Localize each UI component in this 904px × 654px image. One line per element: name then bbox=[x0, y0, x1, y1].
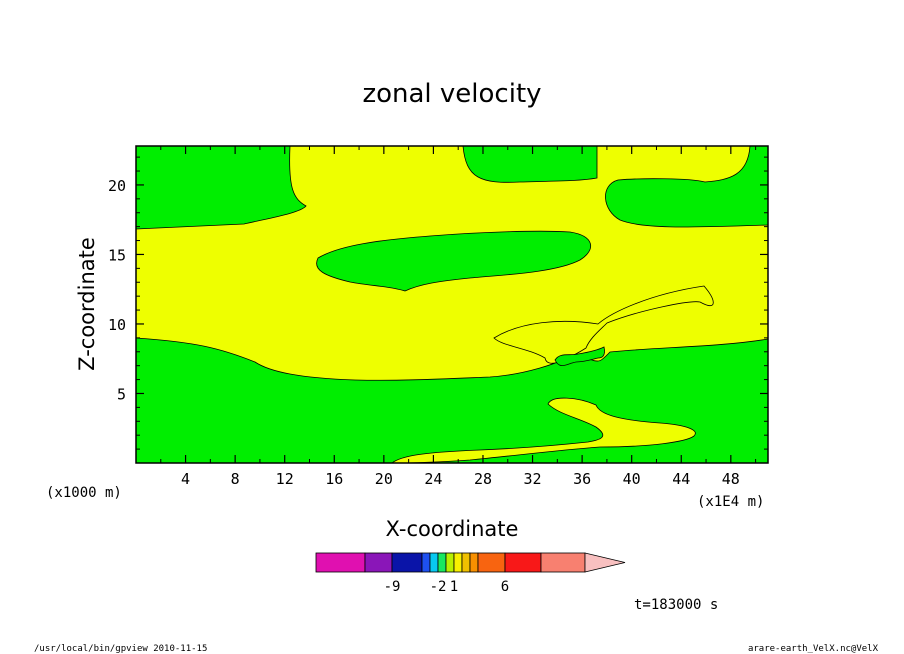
colorbar-segment bbox=[421, 552, 431, 573]
chart-title: zonal velocity bbox=[362, 79, 541, 109]
x-tick-label: 48 bbox=[722, 470, 740, 488]
colorbar-label: -9 bbox=[384, 579, 401, 595]
y-tick-label: 15 bbox=[108, 246, 126, 264]
x-tick-label: 36 bbox=[573, 470, 591, 488]
x-tick-label: 44 bbox=[672, 470, 690, 488]
footer-left: /usr/local/bin/gpview 2010-11-15 bbox=[34, 644, 207, 654]
colorbar-segment bbox=[391, 552, 423, 573]
x-tick-label: 24 bbox=[424, 470, 442, 488]
yellow-region-lower bbox=[390, 397, 696, 464]
x-axis-label: X-coordinate bbox=[386, 517, 519, 541]
x-tick-label: 16 bbox=[325, 470, 343, 488]
y-tick-label: 10 bbox=[108, 316, 126, 334]
colorbar-segment bbox=[461, 552, 471, 573]
x-unit-note: (x1E4 m) bbox=[697, 494, 764, 510]
z-unit-note: (x1000 m) bbox=[46, 485, 122, 501]
colorbar-segment bbox=[477, 552, 506, 573]
x-tick-label: 28 bbox=[474, 470, 492, 488]
colorbar-segment bbox=[445, 552, 455, 573]
colorbar-segment bbox=[437, 552, 447, 573]
footer-right: arare-earth_VelX.nc@VelX bbox=[748, 644, 879, 654]
x-tick-label: 12 bbox=[276, 470, 294, 488]
y-tick-label: 20 bbox=[108, 177, 126, 195]
colorbar-segment bbox=[469, 552, 479, 573]
colorbar-segment bbox=[315, 552, 366, 573]
x-tick-label: 4 bbox=[181, 470, 190, 488]
x-tick-label: 32 bbox=[524, 470, 542, 488]
colorbar-segment bbox=[540, 552, 586, 573]
green-island-small bbox=[554, 346, 605, 366]
plot-frame bbox=[135, 145, 769, 464]
x-tick-label: 8 bbox=[231, 470, 240, 488]
y-tick-label: 5 bbox=[117, 385, 126, 403]
colorbar-label: 1 bbox=[450, 579, 458, 595]
green-island-middle bbox=[316, 230, 591, 292]
colorbar-arrow bbox=[584, 552, 626, 573]
time-label: t=183000 s bbox=[634, 597, 718, 613]
colorbar-label: -2 bbox=[430, 579, 447, 595]
x-tick-label: 20 bbox=[375, 470, 393, 488]
colorbar-segment bbox=[453, 552, 463, 573]
x-tick-label: 40 bbox=[623, 470, 641, 488]
colorbar-label: 6 bbox=[501, 579, 509, 595]
colorbar-segment bbox=[429, 552, 439, 573]
green-islands bbox=[316, 230, 605, 366]
y-axis-label: Z-coordinate bbox=[75, 237, 99, 371]
colorbar-segment bbox=[364, 552, 393, 573]
x-axis: 4 8 12 16 20 24 28 32 36 40 44 48 bbox=[160, 146, 757, 488]
colorbar-segment bbox=[504, 552, 542, 573]
plot-area bbox=[135, 145, 769, 464]
y-axis: 5 10 15 20 bbox=[108, 156, 768, 450]
colorbar: -9 -2 1 6 bbox=[315, 552, 626, 595]
